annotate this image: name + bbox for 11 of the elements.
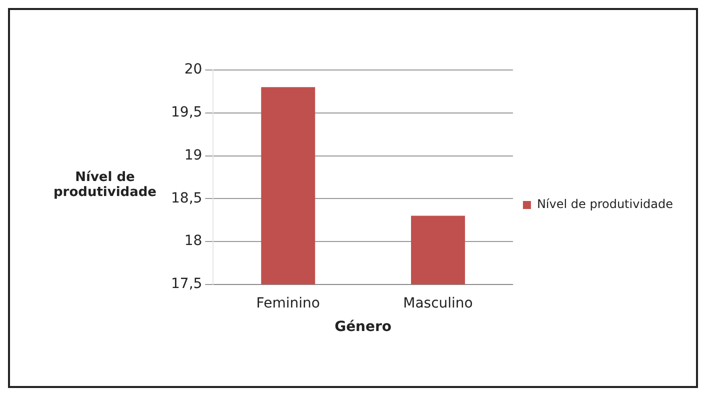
y-tick-label: 19,5 — [171, 104, 202, 121]
y-tick-label: 17,5 — [171, 276, 202, 292]
y-tick-label: 18 — [184, 233, 202, 250]
legend-label: Nível de produtividade — [536, 197, 674, 212]
x-tick-label: Feminino — [256, 295, 320, 312]
y-tick-label: 19 — [184, 147, 202, 164]
y-axis-title: Nível de produtividade — [52, 170, 158, 200]
y-tick-label: 18,5 — [171, 190, 202, 206]
y-tick-label: 20 — [184, 62, 202, 78]
x-axis-title: Género — [334, 319, 392, 336]
x-tick-label: Masculino — [403, 295, 473, 312]
